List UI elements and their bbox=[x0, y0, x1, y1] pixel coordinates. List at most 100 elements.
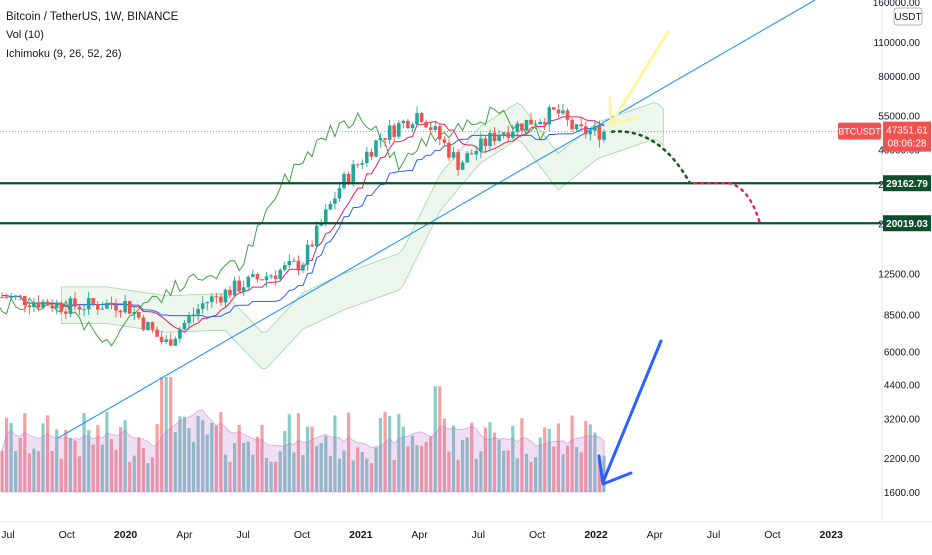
candle bbox=[200, 296, 205, 314]
candle bbox=[497, 130, 501, 142]
volume-bar bbox=[479, 451, 483, 492]
volume-bar bbox=[201, 420, 205, 492]
candle bbox=[547, 104, 552, 132]
svg-text:29162.79: 29162.79 bbox=[886, 179, 928, 190]
volume-bar bbox=[9, 422, 13, 492]
candle bbox=[451, 147, 456, 160]
volume-bar bbox=[374, 447, 378, 492]
candle bbox=[237, 275, 241, 294]
time-tick-label: Oct bbox=[529, 529, 545, 541]
candle bbox=[456, 148, 460, 176]
volume-bar bbox=[187, 428, 191, 492]
candle bbox=[50, 299, 54, 312]
candle bbox=[501, 131, 506, 139]
candle bbox=[511, 125, 515, 140]
candle bbox=[214, 293, 219, 304]
candle bbox=[9, 293, 13, 301]
time-tick-label: Oct bbox=[294, 529, 310, 541]
volume-bar bbox=[474, 458, 478, 492]
time-tick-label: Jul bbox=[472, 529, 485, 541]
candle bbox=[460, 160, 465, 170]
candle bbox=[232, 276, 237, 296]
candle bbox=[406, 118, 410, 129]
candle bbox=[474, 145, 479, 161]
volume-bar bbox=[109, 439, 114, 492]
candle bbox=[210, 293, 214, 308]
volume-bar bbox=[483, 427, 487, 492]
candle bbox=[137, 311, 141, 320]
volume-bar bbox=[524, 453, 529, 492]
candle bbox=[360, 159, 365, 170]
volume-bar bbox=[191, 441, 196, 492]
volume-bar bbox=[342, 450, 346, 492]
candle bbox=[196, 303, 200, 321]
volume-bar bbox=[337, 458, 342, 492]
volume-bar bbox=[23, 413, 27, 492]
volume-bar bbox=[223, 454, 228, 492]
volume-bar bbox=[429, 436, 433, 492]
volume-bar bbox=[196, 415, 200, 492]
trendline[interactable] bbox=[57, 0, 816, 439]
candle bbox=[27, 302, 32, 315]
candle bbox=[241, 280, 246, 297]
candle bbox=[54, 299, 59, 315]
volume-bar bbox=[324, 436, 328, 492]
candle bbox=[584, 121, 588, 139]
ichimoku-indicator-label[interactable]: Ichimoku (9, 26, 52, 26) bbox=[6, 48, 122, 60]
volume-bar bbox=[210, 422, 214, 492]
time-tick-label: 2022 bbox=[584, 529, 608, 541]
volume-bar bbox=[169, 377, 173, 492]
candle bbox=[205, 301, 209, 311]
volume-bar bbox=[552, 446, 556, 492]
candle bbox=[538, 118, 542, 125]
volume-bar bbox=[470, 422, 474, 492]
candle bbox=[127, 300, 132, 315]
volume-bar bbox=[588, 424, 592, 492]
candle bbox=[283, 261, 287, 272]
candle bbox=[337, 181, 342, 202]
candle bbox=[109, 296, 114, 310]
candle bbox=[155, 326, 159, 337]
volume-bar bbox=[132, 455, 136, 492]
volume-bar bbox=[164, 377, 168, 492]
svg-text:20019.03: 20019.03 bbox=[886, 219, 928, 230]
blue-arrow-annotation[interactable] bbox=[597, 339, 663, 486]
candle bbox=[68, 295, 73, 318]
level-price-label: 29162.79 bbox=[883, 175, 931, 192]
volume-bar bbox=[556, 423, 560, 492]
badge-countdown: 08:06:28 bbox=[888, 139, 927, 150]
volume-bar bbox=[306, 426, 310, 492]
volume-bar bbox=[565, 445, 570, 492]
candle bbox=[45, 299, 50, 307]
volume-bar bbox=[561, 454, 565, 492]
volume-bar bbox=[128, 462, 132, 492]
price-axis-panel[interactable] bbox=[882, 0, 932, 550]
volume-bar bbox=[296, 413, 300, 492]
candle bbox=[146, 321, 150, 332]
candle bbox=[305, 240, 310, 271]
volume-bar bbox=[410, 435, 415, 492]
volume-bar bbox=[255, 436, 259, 492]
candle bbox=[488, 129, 492, 149]
candle bbox=[100, 301, 105, 310]
volume-bar bbox=[319, 443, 323, 492]
volume-indicator-label[interactable]: Vol (10) bbox=[6, 29, 44, 41]
price-tick-label: 8500.00 bbox=[884, 310, 921, 321]
candle bbox=[593, 120, 597, 136]
volume-bar bbox=[68, 437, 72, 492]
candle bbox=[561, 104, 565, 116]
currency-label[interactable]: USDT bbox=[893, 7, 923, 26]
candle bbox=[178, 326, 182, 343]
volume-bar bbox=[356, 447, 360, 492]
yellow-arrow-annotation[interactable] bbox=[608, 30, 670, 126]
candle bbox=[574, 124, 579, 132]
volume-bar bbox=[59, 458, 63, 492]
volume-bar bbox=[237, 425, 241, 492]
volume-bar bbox=[55, 429, 59, 492]
candle bbox=[492, 127, 497, 146]
price-tick-label: 55000.00 bbox=[878, 112, 920, 123]
volume-bar bbox=[584, 421, 588, 492]
candle bbox=[182, 319, 187, 331]
